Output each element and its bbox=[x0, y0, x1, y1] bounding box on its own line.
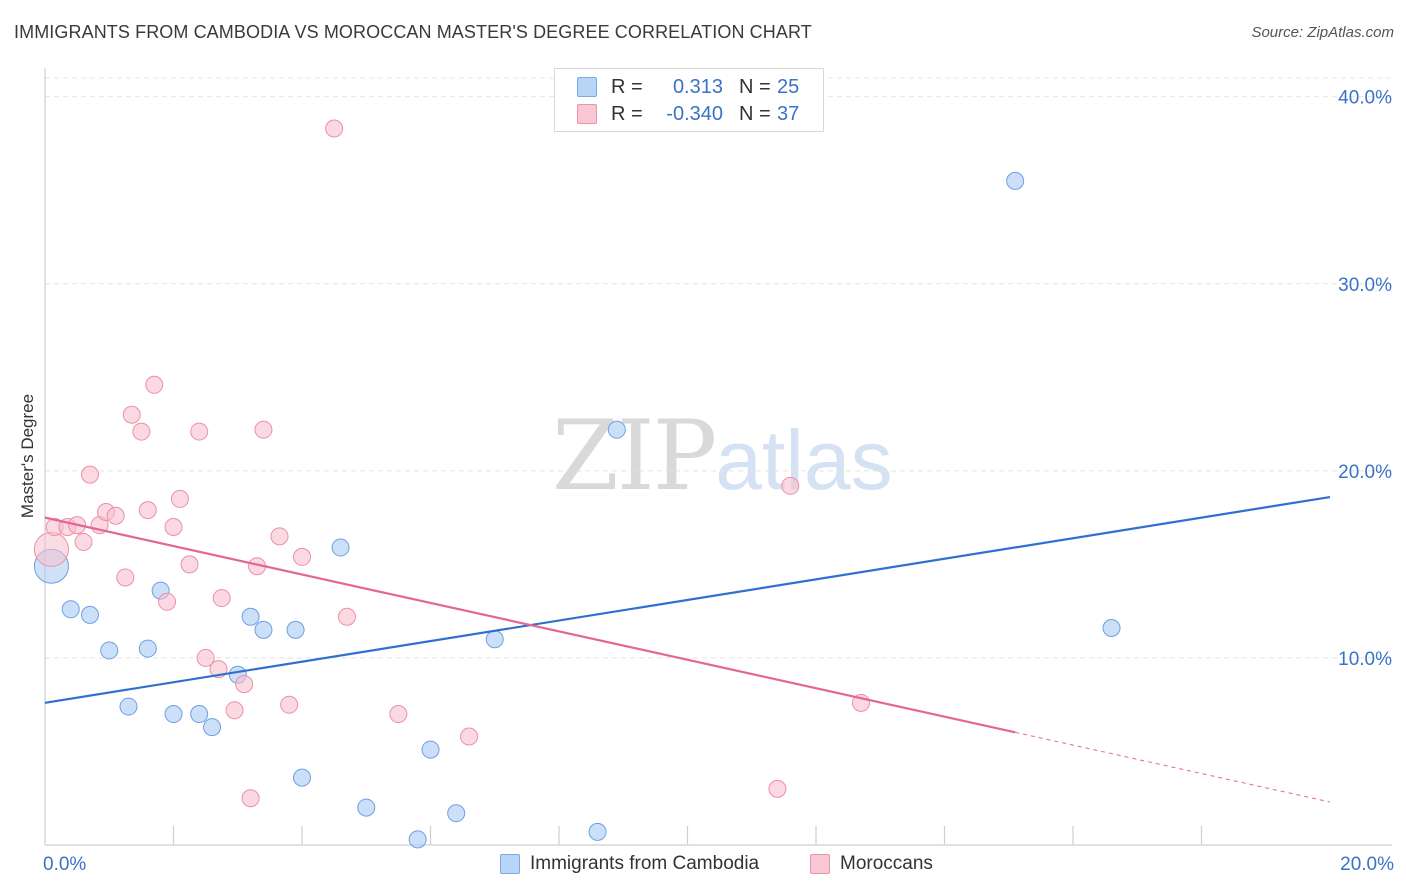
cambodia-point bbox=[293, 768, 311, 787]
cambodia-point bbox=[1006, 171, 1025, 190]
legend-swatch-moroccans bbox=[577, 104, 597, 124]
cambodia-point bbox=[119, 697, 138, 716]
series-legend-moroccans: Moroccans bbox=[810, 852, 933, 876]
cambodia-point bbox=[357, 798, 376, 817]
legend-r-label: R = bbox=[611, 75, 643, 98]
y-axis-title: Master's Degree bbox=[18, 394, 37, 518]
cambodia-point bbox=[447, 804, 466, 823]
watermark-zip: ZIP bbox=[552, 400, 717, 512]
legend-n-label: N = bbox=[739, 102, 771, 125]
cambodia-point bbox=[421, 740, 440, 759]
series-legend-label-cambodia: Immigrants from Cambodia bbox=[530, 853, 760, 874]
legend-n-value: 37 bbox=[777, 102, 800, 125]
moroccan-point bbox=[293, 547, 311, 566]
moroccan-point bbox=[768, 779, 787, 798]
legend-row-moroccans: R = -0.340 N = 37 bbox=[577, 102, 799, 126]
moroccan-point bbox=[337, 607, 356, 626]
moroccan-point bbox=[33, 531, 69, 567]
series-legend-cambodia: Immigrants from Cambodia bbox=[500, 852, 759, 876]
moroccan-point bbox=[212, 589, 231, 608]
moroccan-point bbox=[241, 789, 260, 808]
moroccan-point bbox=[270, 527, 289, 546]
cambodia-point bbox=[408, 830, 427, 849]
cambodia-point bbox=[485, 630, 504, 649]
y-tick-label: 10.0% bbox=[1338, 649, 1392, 670]
x-tick-label: 20.0% bbox=[1340, 854, 1394, 875]
moroccan-point bbox=[280, 695, 299, 714]
trend-lines bbox=[44, 495, 1331, 803]
legend-r-label: R = bbox=[611, 102, 643, 125]
series-legend-swatch-cambodia bbox=[500, 854, 520, 874]
watermark: ZIPatlas bbox=[552, 400, 893, 512]
x-tick-label: 0.0% bbox=[43, 854, 86, 875]
source-note: Source: ZipAtlas.com bbox=[1251, 24, 1394, 41]
cambodia-point bbox=[190, 705, 209, 724]
moroccan-point bbox=[145, 375, 164, 394]
gridlines bbox=[45, 77, 1392, 659]
moroccan-point bbox=[190, 422, 209, 441]
moroccan-point bbox=[180, 555, 199, 574]
cambodia-point bbox=[286, 620, 305, 639]
cambodia-point bbox=[241, 607, 260, 626]
moroccan-point bbox=[132, 422, 151, 441]
cambodia-point bbox=[80, 605, 99, 624]
legend-swatch-cambodia bbox=[577, 77, 597, 97]
cambodia-trend-line bbox=[44, 495, 1331, 704]
moroccan-point bbox=[164, 517, 183, 536]
moroccan-point bbox=[170, 489, 189, 508]
moroccan-point bbox=[225, 701, 244, 720]
y-tick-label: 20.0% bbox=[1338, 462, 1392, 483]
watermark-atlas: atlas bbox=[715, 413, 893, 507]
legend-n-value: 25 bbox=[777, 75, 800, 98]
cambodia-point bbox=[61, 600, 80, 619]
moroccan-point bbox=[116, 568, 135, 587]
data-points bbox=[33, 119, 1121, 849]
cambodia-point bbox=[100, 641, 119, 660]
cambodia-point bbox=[331, 538, 350, 557]
cambodia-point bbox=[164, 705, 183, 724]
y-tick-label: 30.0% bbox=[1338, 275, 1392, 296]
moroccan-trend-line bbox=[44, 516, 1016, 734]
series-legend-swatch-moroccans bbox=[810, 854, 830, 874]
legend-n-label: N = bbox=[739, 75, 771, 98]
moroccan-point bbox=[80, 465, 99, 484]
moroccan-trend-line-extension bbox=[1015, 731, 1331, 803]
axes bbox=[44, 68, 1392, 846]
moroccan-point bbox=[138, 501, 157, 520]
cambodia-point bbox=[607, 420, 626, 439]
moroccan-point bbox=[235, 675, 254, 694]
cambodia-point bbox=[138, 639, 157, 658]
cambodia-point bbox=[1102, 618, 1121, 637]
moroccan-point bbox=[389, 705, 408, 724]
cambodia-point bbox=[588, 822, 607, 841]
series-legend-label-moroccans: Moroccans bbox=[840, 853, 933, 874]
moroccan-point bbox=[460, 727, 479, 746]
moroccan-point bbox=[122, 405, 141, 424]
cambodia-point bbox=[254, 620, 273, 639]
moroccan-point bbox=[196, 648, 215, 667]
correlation-legend: R = 0.313 N = 25 R = -0.340 N = 37 bbox=[554, 68, 824, 132]
moroccan-point bbox=[158, 592, 177, 611]
moroccan-point bbox=[74, 532, 93, 551]
axis-labels: 10.0% 20.0% 30.0% 40.0% 0.0% 20.0% Master's De… bbox=[18, 88, 1394, 875]
chart-title: IMMIGRANTS FROM CAMBODIA VS MOROCCAN MAS… bbox=[14, 22, 812, 42]
legend-row-cambodia: R = 0.313 N = 25 bbox=[577, 75, 799, 99]
cambodia-point bbox=[203, 718, 222, 737]
legend-r-value: 0.313 bbox=[672, 75, 723, 98]
moroccan-point bbox=[254, 420, 273, 439]
moroccan-point bbox=[781, 476, 800, 495]
moroccan-point bbox=[325, 119, 344, 138]
moroccan-point bbox=[106, 506, 125, 525]
y-tick-label: 40.0% bbox=[1338, 88, 1392, 109]
legend-r-value: -0.340 bbox=[666, 102, 723, 125]
